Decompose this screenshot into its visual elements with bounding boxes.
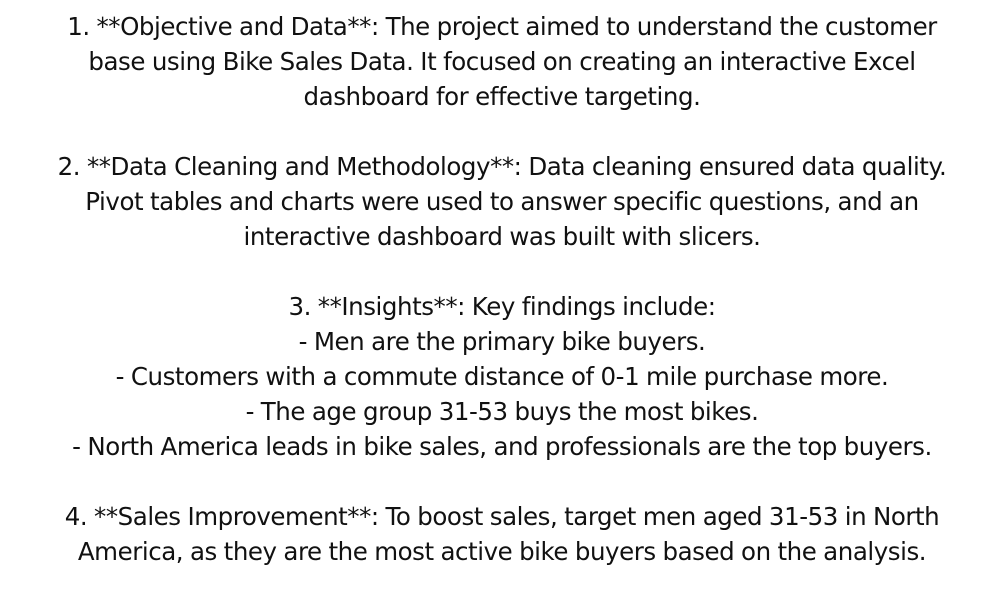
text-line: - Customers with a commute distance of 0… xyxy=(115,362,889,391)
text-line: - North America leads in bike sales, and… xyxy=(72,432,932,461)
text-line: - The age group 31-53 buys the most bike… xyxy=(245,397,759,426)
paragraph-data-cleaning: 2. **Data Cleaning and Methodology**: Da… xyxy=(0,149,1004,254)
document-body: 1. **Objective and Data**: The project a… xyxy=(0,9,1004,569)
text-line: 2. **Data Cleaning and Methodology**: Da… xyxy=(57,152,947,181)
paragraph-sales-improvement: 4. **Sales Improvement**: To boost sales… xyxy=(0,499,1004,569)
text-line: 3. **Insights**: Key findings include: xyxy=(288,292,716,321)
text-line: dashboard for effective targeting. xyxy=(303,82,701,111)
text-line: interactive dashboard was built with sli… xyxy=(243,222,761,251)
paragraph-insights: 3. **Insights**: Key findings include: -… xyxy=(0,289,1004,464)
paragraph-objective-and-data: 1. **Objective and Data**: The project a… xyxy=(0,9,1004,114)
text-line: 1. **Objective and Data**: The project a… xyxy=(67,12,937,41)
text-line: America, as they are the most active bik… xyxy=(77,537,927,566)
text-line: 4. **Sales Improvement**: To boost sales… xyxy=(64,502,940,531)
text-line: base using Bike Sales Data. It focused o… xyxy=(88,47,916,76)
text-line: Pivot tables and charts were used to ans… xyxy=(85,187,919,216)
text-line: - Men are the primary bike buyers. xyxy=(298,327,706,356)
